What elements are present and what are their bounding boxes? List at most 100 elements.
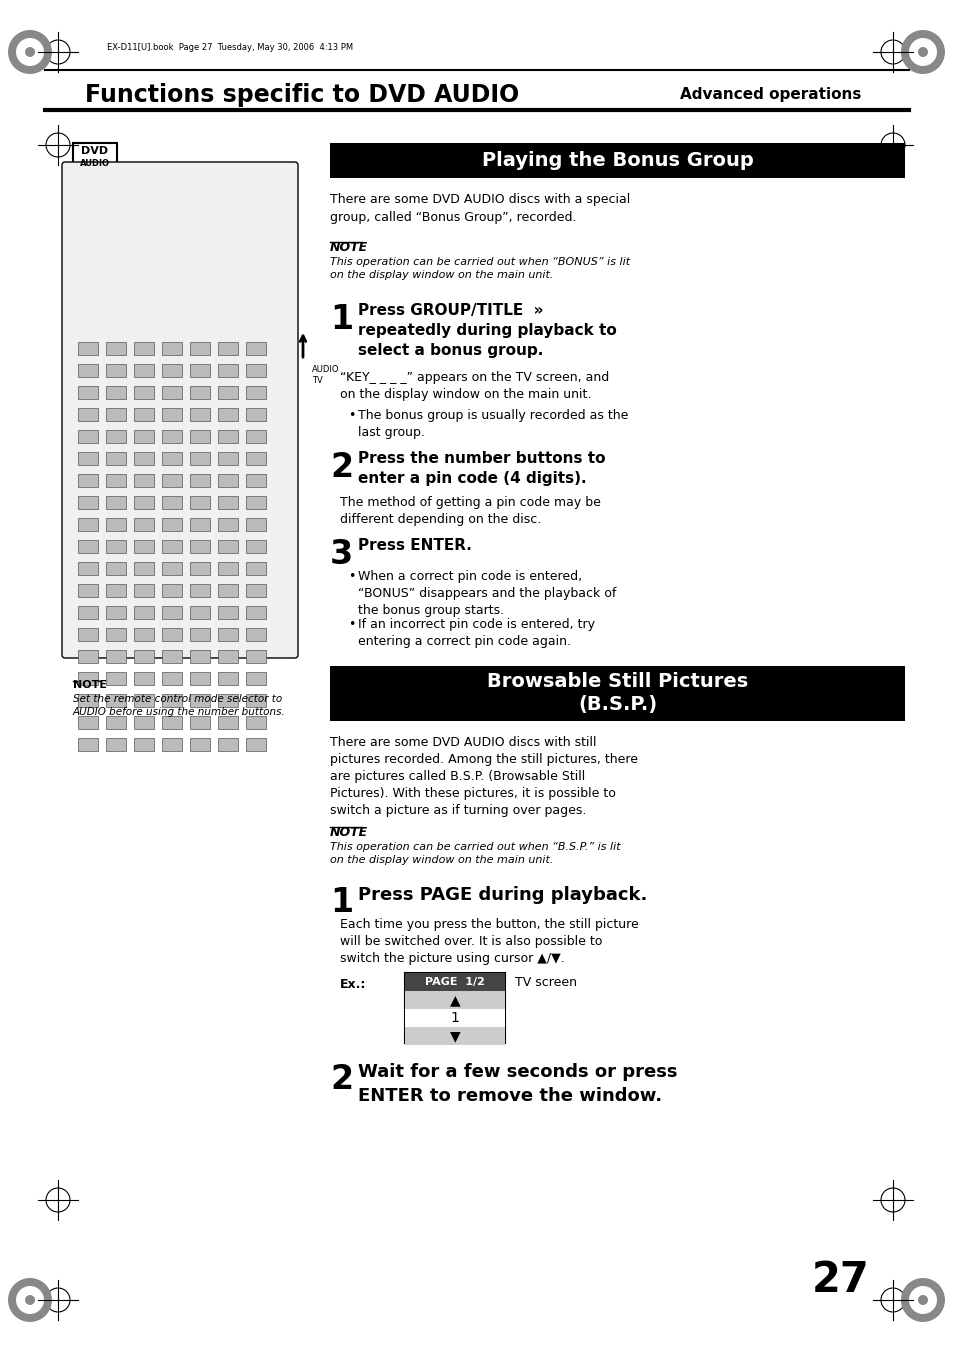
- Text: NOTE: NOTE: [73, 680, 107, 690]
- Text: NOTE: NOTE: [330, 240, 368, 254]
- Bar: [78, 386, 98, 399]
- Text: AUDIO
TV: AUDIO TV: [312, 365, 339, 385]
- Bar: [133, 363, 153, 377]
- Bar: [78, 562, 98, 576]
- Circle shape: [16, 38, 44, 66]
- Bar: [78, 584, 98, 597]
- Bar: [162, 716, 182, 730]
- Bar: [162, 694, 182, 707]
- Bar: [218, 496, 237, 509]
- Circle shape: [25, 47, 35, 57]
- Bar: [78, 474, 98, 486]
- Bar: [190, 562, 210, 576]
- Bar: [162, 540, 182, 553]
- Bar: [218, 607, 237, 619]
- Bar: [162, 650, 182, 663]
- Bar: [106, 607, 126, 619]
- Text: Ex.:: Ex.:: [339, 978, 366, 992]
- Bar: [78, 716, 98, 730]
- Bar: [133, 496, 153, 509]
- Bar: [218, 363, 237, 377]
- Bar: [218, 562, 237, 576]
- Text: •: •: [348, 409, 355, 422]
- Bar: [106, 386, 126, 399]
- Text: The bonus group is usually recorded as the
last group.: The bonus group is usually recorded as t…: [357, 409, 628, 439]
- Bar: [78, 738, 98, 751]
- Text: Press GROUP/TITLE  »
repeatedly during playback to
select a bonus group.: Press GROUP/TITLE » repeatedly during pl…: [357, 303, 616, 358]
- Text: The method of getting a pin code may be
different depending on the disc.: The method of getting a pin code may be …: [339, 496, 600, 526]
- Text: When a correct pin code is entered,
“BONUS” disappears and the playback of
the b: When a correct pin code is entered, “BON…: [357, 570, 616, 617]
- Text: 2: 2: [330, 1063, 353, 1096]
- Bar: [106, 650, 126, 663]
- Bar: [133, 453, 153, 465]
- Text: This operation can be carried out when “B.S.P.” is lit
on the display window on : This operation can be carried out when “…: [330, 842, 620, 865]
- Bar: [133, 474, 153, 486]
- Text: TV screen: TV screen: [515, 975, 577, 989]
- Circle shape: [908, 1286, 936, 1315]
- Text: 3: 3: [330, 538, 353, 571]
- Bar: [246, 628, 266, 640]
- Bar: [133, 342, 153, 355]
- Circle shape: [8, 1278, 52, 1323]
- Bar: [106, 716, 126, 730]
- Bar: [330, 666, 904, 721]
- Bar: [218, 430, 237, 443]
- Bar: [162, 363, 182, 377]
- Bar: [246, 694, 266, 707]
- Bar: [246, 363, 266, 377]
- Bar: [106, 584, 126, 597]
- Circle shape: [900, 30, 944, 74]
- Text: This operation can be carried out when “BONUS” is lit
on the display window on t: This operation can be carried out when “…: [330, 257, 630, 280]
- Text: •: •: [348, 617, 355, 631]
- Bar: [106, 671, 126, 685]
- Bar: [218, 738, 237, 751]
- Bar: [246, 386, 266, 399]
- Bar: [190, 474, 210, 486]
- Text: ▲: ▲: [449, 993, 460, 1006]
- Text: Set the remote control mode selector to
AUDIO before using the number buttons.: Set the remote control mode selector to …: [73, 694, 286, 717]
- Bar: [78, 430, 98, 443]
- Bar: [405, 992, 504, 1009]
- Text: There are some DVD AUDIO discs with a special
group, called “Bonus Group”, recor: There are some DVD AUDIO discs with a sp…: [330, 193, 630, 224]
- Bar: [218, 540, 237, 553]
- Text: 27: 27: [811, 1259, 869, 1301]
- Bar: [162, 386, 182, 399]
- Bar: [405, 973, 504, 1043]
- Bar: [218, 386, 237, 399]
- Bar: [190, 738, 210, 751]
- Bar: [218, 584, 237, 597]
- Bar: [190, 430, 210, 443]
- Bar: [405, 1009, 504, 1027]
- Bar: [78, 517, 98, 531]
- Text: Browsable Still Pictures
(B.S.P.): Browsable Still Pictures (B.S.P.): [486, 671, 747, 715]
- Bar: [405, 973, 504, 992]
- Bar: [246, 430, 266, 443]
- Circle shape: [917, 47, 927, 57]
- Bar: [78, 496, 98, 509]
- Bar: [246, 562, 266, 576]
- Bar: [246, 607, 266, 619]
- Bar: [78, 453, 98, 465]
- Bar: [218, 716, 237, 730]
- Text: 1: 1: [330, 886, 353, 919]
- Bar: [190, 540, 210, 553]
- Text: Press the number buttons to
enter a pin code (4 digits).: Press the number buttons to enter a pin …: [357, 451, 605, 486]
- Bar: [106, 738, 126, 751]
- Bar: [133, 738, 153, 751]
- Text: Advanced operations: Advanced operations: [679, 88, 861, 103]
- Bar: [405, 1027, 504, 1046]
- Bar: [190, 408, 210, 422]
- Text: ▼: ▼: [449, 1029, 460, 1043]
- Bar: [106, 363, 126, 377]
- Bar: [162, 496, 182, 509]
- Bar: [106, 540, 126, 553]
- Bar: [78, 671, 98, 685]
- Circle shape: [25, 1296, 35, 1305]
- FancyBboxPatch shape: [62, 162, 297, 658]
- Bar: [162, 562, 182, 576]
- Bar: [246, 716, 266, 730]
- Text: DVD: DVD: [81, 146, 109, 155]
- Bar: [78, 342, 98, 355]
- Text: •: •: [348, 570, 355, 584]
- Bar: [218, 342, 237, 355]
